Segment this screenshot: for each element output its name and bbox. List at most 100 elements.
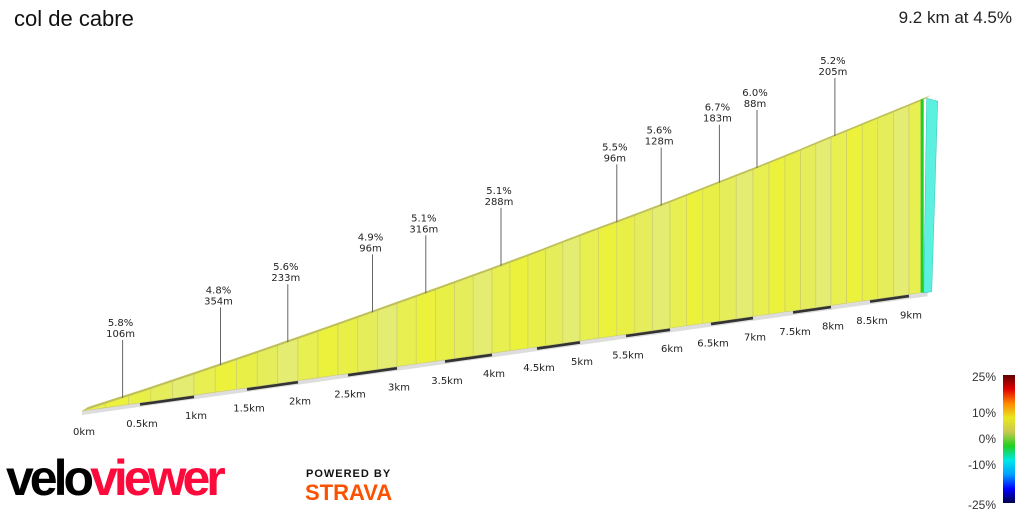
annotation-length: 316m (409, 224, 438, 235)
profile-segment (527, 248, 546, 349)
annotation-gradient: 5.2% (820, 56, 845, 67)
km-stripe (347, 366, 398, 377)
x-tick-label: 8km (822, 321, 844, 332)
profile-segment (337, 317, 359, 376)
x-tick-label: 0.5km (126, 419, 157, 430)
x-tick-label: 3km (388, 383, 410, 394)
km-stripe (536, 340, 581, 350)
x-tick-label: 5km (571, 357, 593, 368)
profile-segment (317, 324, 339, 379)
profile-end-face (923, 97, 939, 294)
km-stripe (246, 380, 299, 391)
annotation-length: 205m (818, 67, 847, 78)
profile-segment (800, 143, 817, 311)
profile-segment (277, 338, 299, 384)
km-stripe (869, 294, 910, 303)
annotation-gradient: 4.9% (358, 232, 383, 243)
legend-tick-label: -25% (968, 498, 996, 512)
annotation-length: 288m (485, 197, 514, 208)
profile-segment (768, 156, 786, 315)
profile-segment (297, 331, 319, 381)
strava-logo: STRAVA (305, 480, 393, 505)
km-stripe (792, 305, 832, 314)
x-tick-label: 1km (185, 411, 207, 422)
x-tick-label: 2km (289, 397, 311, 408)
annotation-gradient: 5.6% (646, 126, 671, 137)
profile-segment (472, 268, 493, 357)
annotation-length: 88m (744, 99, 766, 110)
profile-segment (669, 195, 687, 329)
km-stripe (710, 316, 754, 326)
x-tick-label: 4km (483, 369, 505, 380)
profile-segment (598, 221, 618, 339)
annotation-gradient: 4.8% (206, 285, 231, 296)
climb-title: col de cabre (14, 6, 134, 31)
profile-segment (815, 137, 832, 308)
profile-segment (652, 201, 671, 331)
legend-tick-label: -10% (968, 458, 996, 472)
profile-segment (861, 117, 879, 302)
profile-segment (509, 255, 529, 352)
profile-segment (846, 124, 863, 304)
legend-tick-label: 25% (972, 370, 996, 384)
legend-tick-label: 10% (972, 406, 996, 420)
profile-segment (877, 111, 894, 300)
profile-segment (634, 208, 653, 334)
x-tick-label: 7km (744, 332, 766, 343)
profile-segment (784, 149, 801, 313)
profile-segment (686, 188, 704, 327)
km-stripe (139, 395, 195, 406)
profile-segment (256, 345, 278, 387)
annotation-gradient: 5.8% (108, 318, 133, 329)
x-tick-label: 3.5km (431, 376, 462, 387)
profile-segment (830, 130, 847, 306)
profile-segment (752, 162, 770, 317)
x-tick-label: 1.5km (233, 404, 264, 415)
profile-segment (702, 182, 720, 324)
x-tick-label: 4.5km (523, 363, 554, 374)
annotation-length: 183m (703, 114, 732, 125)
profile-segment (735, 169, 754, 320)
profile-segment (908, 100, 922, 295)
x-tick-label: 8.5km (856, 316, 887, 327)
x-tick-label: 7.5km (779, 327, 810, 338)
annotation-gradient: 5.5% (602, 142, 627, 153)
profile-segment (396, 296, 417, 367)
gradient-legend-bar (1003, 375, 1015, 503)
annotation-gradient: 6.0% (742, 88, 767, 99)
annotation-length: 106m (106, 329, 135, 340)
annotation-gradient: 6.7% (705, 103, 730, 114)
annotation-gradient: 5.1% (486, 186, 511, 197)
profile-segment (415, 289, 436, 365)
profile-segment (357, 310, 378, 373)
profile-segment (377, 303, 398, 370)
km-stripe (625, 328, 671, 338)
profile-segment (491, 262, 511, 354)
annotation-length: 354m (204, 296, 233, 307)
profile-segment (454, 275, 474, 359)
annotation-length: 233m (271, 273, 300, 284)
profile-segment (545, 242, 564, 346)
profile-segment-final (920, 99, 924, 293)
powered-by-label: POWERED BY (306, 468, 392, 480)
km-stripe (444, 353, 493, 363)
profile-segment (616, 215, 636, 336)
profile-segment (893, 105, 910, 297)
x-tick-label: 6km (661, 344, 683, 355)
profile-segment (579, 228, 599, 342)
x-tick-label: 9km (900, 310, 922, 321)
annotation-gradient: 5.6% (273, 262, 298, 273)
x-tick-label: 0km (73, 427, 95, 438)
x-tick-label: 6.5km (697, 338, 728, 349)
annotation-gradient: 5.1% (411, 213, 436, 224)
profile-segment (719, 175, 737, 322)
veloviewer-logo: veloviewer (6, 450, 226, 506)
x-tick-label: 2.5km (334, 390, 365, 401)
profile-segment (435, 282, 455, 362)
annotation-length: 96m (604, 153, 626, 164)
profile-segment (562, 235, 581, 344)
annotation-length: 96m (359, 243, 381, 254)
climb-summary: 9.2 km at 4.5% (898, 8, 1012, 27)
x-tick-label: 5.5km (612, 350, 643, 361)
